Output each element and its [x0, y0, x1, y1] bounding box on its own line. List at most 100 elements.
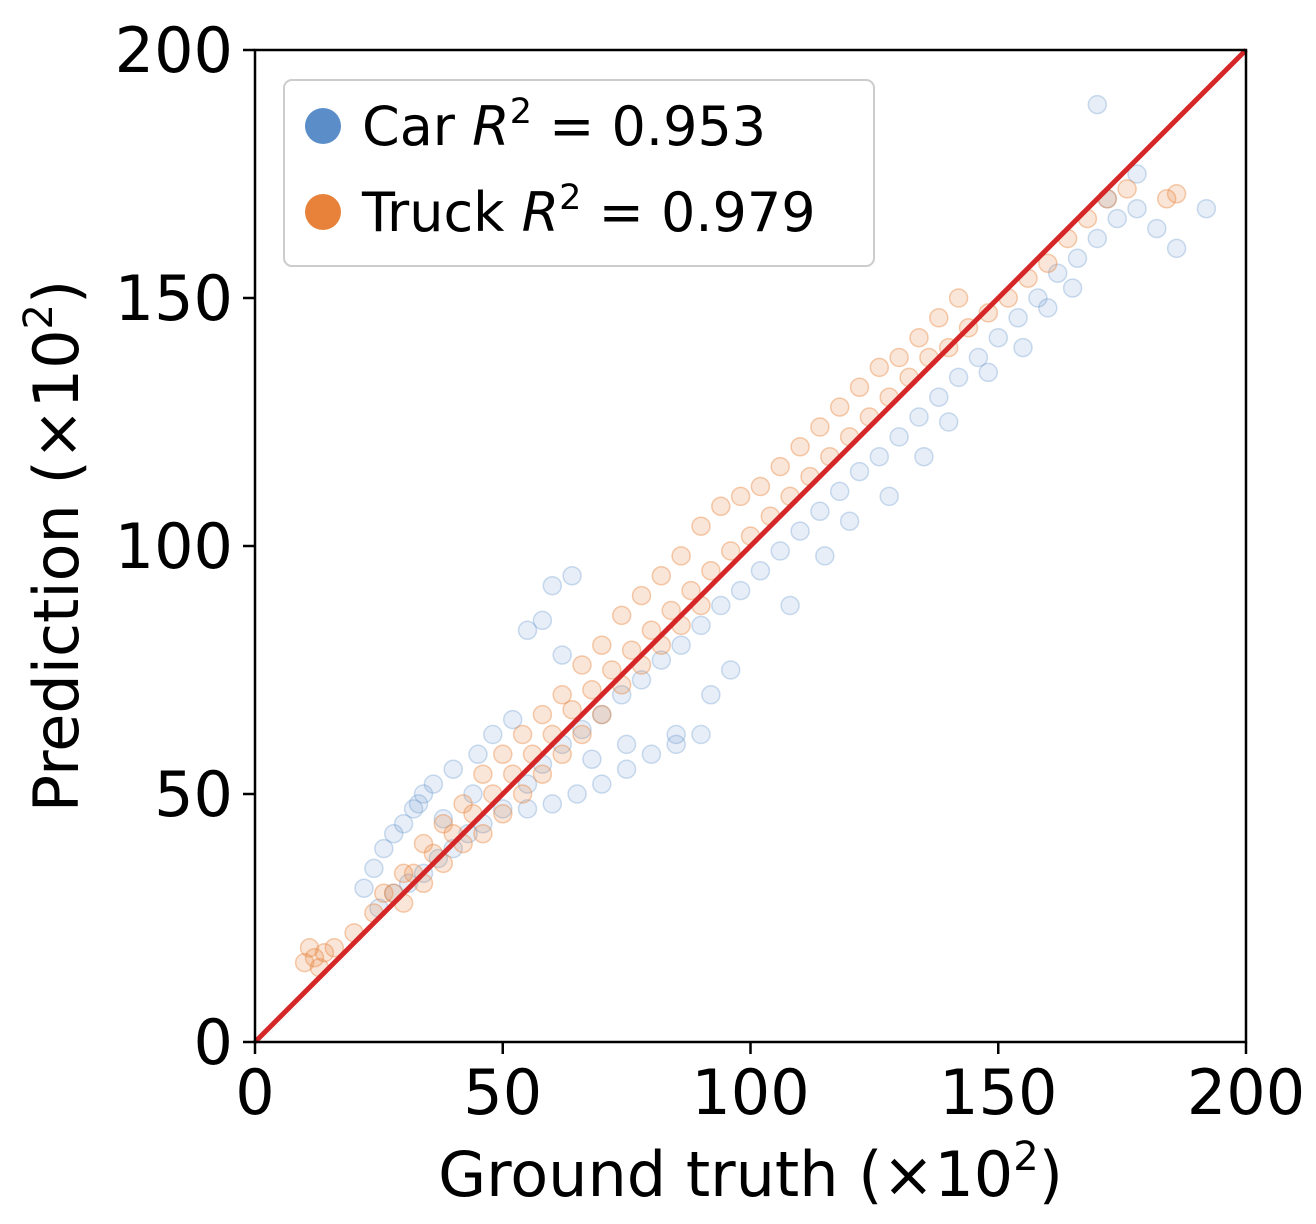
- point-car: [1166, 238, 1187, 259]
- point-car: [502, 709, 523, 730]
- legend-box: [283, 79, 875, 267]
- point-truck: [453, 794, 473, 814]
- point-car: [423, 774, 444, 794]
- point-truck: [473, 764, 493, 784]
- point-car: [651, 650, 672, 670]
- point-car: [711, 595, 731, 616]
- point-truck: [294, 952, 315, 973]
- point-car: [691, 615, 711, 636]
- point-car: [929, 387, 949, 407]
- point-truck: [592, 635, 612, 655]
- point-car: [398, 873, 419, 894]
- point-car: [542, 575, 563, 596]
- point-truck: [314, 942, 335, 963]
- point-truck: [572, 655, 592, 675]
- point-car: [829, 481, 850, 502]
- point-truck: [572, 724, 592, 745]
- point-car: [978, 362, 999, 383]
- point-truck: [532, 704, 553, 725]
- point-truck: [552, 744, 572, 765]
- point-truck: [611, 605, 632, 626]
- point-truck: [473, 823, 493, 844]
- point-truck: [770, 456, 790, 477]
- point-car: [691, 724, 711, 745]
- y-axis-ticks: 0 50 100 150 200: [115, 14, 255, 1079]
- point-car: [592, 704, 612, 725]
- point-car: [562, 566, 582, 586]
- point-car: [815, 546, 835, 566]
- point-car: [780, 595, 800, 616]
- point-car: [517, 799, 538, 819]
- point-car: [666, 734, 686, 755]
- point-car: [701, 685, 721, 705]
- point-truck: [1156, 189, 1177, 209]
- point-truck: [889, 347, 909, 368]
- points-layer: [294, 94, 1217, 978]
- point-truck: [532, 764, 553, 784]
- point-truck: [909, 327, 929, 348]
- point-truck: [592, 704, 612, 725]
- point-car: [403, 799, 424, 819]
- point-truck: [512, 784, 533, 804]
- point-car: [1013, 337, 1033, 358]
- point-truck: [512, 724, 533, 745]
- point-truck: [493, 804, 513, 824]
- legend-entry-car: Car R2 = 0.953: [362, 92, 766, 158]
- x-tick-label: 200: [1187, 1056, 1305, 1129]
- point-truck: [1117, 179, 1137, 199]
- point-truck: [978, 303, 999, 323]
- point-car: [493, 799, 513, 819]
- x-tick-label: 100: [691, 1056, 809, 1129]
- point-car: [1127, 164, 1147, 184]
- point-truck: [631, 585, 652, 606]
- point-car: [592, 774, 612, 794]
- point-car: [582, 749, 602, 770]
- point-car: [433, 809, 454, 829]
- point-truck: [750, 476, 771, 497]
- point-car: [443, 759, 463, 779]
- point-car: [443, 838, 463, 859]
- x-tick-label: 50: [463, 1056, 542, 1129]
- point-truck: [374, 883, 394, 903]
- point-car: [517, 620, 538, 641]
- point-truck: [810, 417, 830, 437]
- point-car: [532, 610, 553, 631]
- point-car: [354, 878, 374, 898]
- point-truck: [562, 699, 582, 720]
- point-car: [750, 561, 771, 581]
- point-car: [1196, 198, 1217, 219]
- point-truck: [691, 516, 711, 536]
- point-car: [517, 774, 538, 794]
- point-truck: [304, 947, 325, 968]
- point-truck: [681, 580, 701, 601]
- point-truck: [1166, 184, 1187, 204]
- x-axis-ticks: 0 50 100 150 200: [235, 1042, 1305, 1129]
- point-car: [879, 486, 899, 507]
- point-car: [552, 645, 572, 665]
- point-car: [1087, 228, 1108, 249]
- point-car: [542, 794, 563, 814]
- point-car: [364, 858, 384, 879]
- point-truck: [869, 357, 890, 378]
- point-car: [611, 685, 632, 705]
- point-car: [914, 446, 934, 467]
- point-truck: [790, 437, 810, 457]
- point-car: [1008, 308, 1028, 328]
- point-car: [616, 734, 637, 755]
- point-truck: [641, 620, 662, 641]
- point-car: [839, 511, 860, 531]
- point-car: [641, 744, 662, 765]
- point-car: [468, 744, 488, 765]
- legend: Car R2 = 0.953 Truck R2 = 0.979: [283, 79, 875, 267]
- point-car: [1038, 298, 1058, 318]
- point-truck: [730, 486, 751, 507]
- point-car: [849, 461, 870, 482]
- point-truck: [671, 546, 691, 566]
- point-car: [666, 724, 686, 745]
- x-axis-label: Ground truth (×102): [438, 1134, 1063, 1211]
- point-car: [720, 660, 741, 680]
- y-tick-label: 50: [154, 758, 233, 831]
- reference-line: [253, 48, 1248, 1044]
- y-tick-label: 150: [115, 262, 233, 335]
- point-car: [1028, 288, 1048, 308]
